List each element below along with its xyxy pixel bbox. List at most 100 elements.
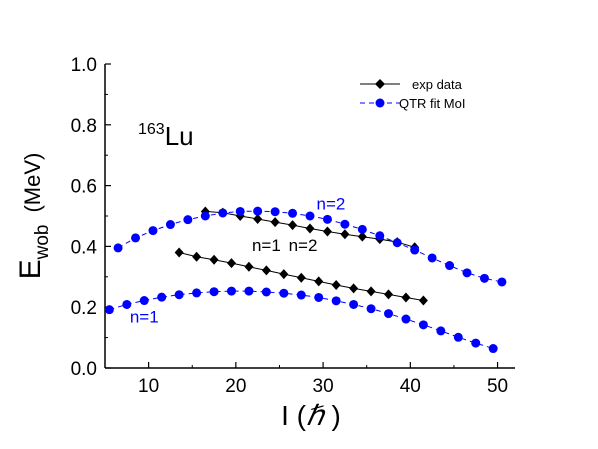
data-point — [226, 258, 236, 269]
data-point — [192, 288, 202, 298]
data-point — [418, 320, 428, 330]
x-tick-label: 40 — [400, 376, 421, 397]
data-point — [279, 269, 289, 280]
y-axis-title-main: E — [14, 259, 47, 279]
ticks: 10 20 30 40 50 0.0 0.2 0.4 0.6 0.8 1.0 — [71, 55, 509, 397]
data-point — [296, 290, 306, 300]
y-axis-title-sub: wob — [32, 225, 53, 261]
data-point — [453, 332, 463, 342]
y-tick-label: 0.4 — [71, 237, 98, 258]
annotation-label: n=1 — [130, 307, 159, 326]
data-point — [174, 290, 184, 300]
data-point — [279, 288, 289, 298]
data-point — [322, 214, 332, 224]
annotations: n=1 n=2 n=2 n=1 — [130, 194, 346, 326]
data-point — [349, 283, 359, 294]
data-point — [209, 254, 219, 265]
data-point — [165, 220, 175, 230]
data-point — [471, 338, 481, 348]
data-point — [218, 208, 228, 218]
data-point — [183, 215, 193, 225]
data-point — [305, 211, 315, 221]
legend-exp-marker — [375, 79, 385, 89]
nucleus-symbol: Lu — [165, 121, 194, 151]
legend: exp data QTR fit MoI — [360, 77, 465, 111]
data-point — [244, 286, 254, 296]
data-point — [296, 272, 306, 283]
y-tick-label: 1.0 — [71, 55, 97, 76]
series-line-1-0 — [109, 290, 494, 349]
data-point — [261, 287, 271, 297]
data-point — [349, 299, 359, 309]
data-point — [104, 305, 114, 315]
data-point — [384, 289, 394, 300]
y-tick-label: 0.8 — [71, 116, 97, 137]
data-point — [488, 344, 498, 354]
data-point — [384, 309, 394, 319]
data-point — [157, 292, 167, 302]
x-axis-title-hbar: ℏ — [306, 400, 326, 431]
x-tick-label: 20 — [225, 376, 246, 397]
y-tick-label: 0.6 — [71, 177, 97, 198]
data-point — [340, 229, 350, 240]
data-point — [462, 268, 472, 278]
data-point — [418, 295, 428, 306]
nucleus-mass: 163 — [138, 121, 165, 138]
data-point — [305, 223, 315, 234]
data-point — [357, 224, 367, 234]
data-point — [244, 261, 254, 272]
data-point — [375, 231, 385, 241]
x-axis-title-main: I ( — [281, 400, 307, 431]
data-point — [253, 214, 263, 225]
data-point — [497, 277, 507, 287]
data-point — [200, 211, 210, 221]
x-axis-title-close: ) — [324, 400, 341, 431]
x-tick-label: 10 — [138, 376, 159, 397]
data-point — [253, 206, 263, 216]
legend-exp-label: exp data — [412, 77, 463, 92]
data-point — [366, 286, 376, 297]
data-point — [261, 265, 271, 276]
data-point — [122, 299, 132, 309]
y-tick-label: 0.2 — [71, 298, 97, 319]
data-point — [366, 304, 376, 314]
data-point — [270, 217, 280, 228]
nucleus-label: 163Lu — [138, 121, 194, 151]
y-axis-title-unit: (MeV) — [20, 153, 45, 213]
data-point — [209, 287, 219, 297]
data-point — [340, 219, 350, 229]
data-point — [226, 286, 236, 296]
data-point — [288, 208, 298, 218]
data-point — [174, 247, 184, 258]
x-axis-title: I (ℏ ) — [281, 400, 341, 431]
data-point — [139, 296, 149, 306]
legend-qtr-label: QTR fit MoI — [399, 96, 465, 111]
data-point — [401, 314, 411, 324]
annotation-label: n=1 — [252, 236, 281, 255]
y-tick-label: 0.0 — [71, 359, 97, 380]
data-point — [427, 253, 437, 263]
data-point — [270, 207, 280, 217]
legend-qtr-marker — [375, 98, 385, 108]
data-point — [445, 261, 455, 271]
x-tick-label: 30 — [313, 376, 334, 397]
data-point — [148, 226, 158, 236]
data-point — [314, 292, 324, 302]
series-markers — [104, 206, 507, 354]
data-point — [314, 276, 324, 287]
data-point — [410, 245, 420, 255]
data-point — [331, 296, 341, 306]
data-point — [235, 206, 245, 216]
data-point — [392, 238, 402, 248]
x-tick-label: 50 — [487, 376, 508, 397]
y-axis-title: Ewob (MeV) — [14, 153, 53, 280]
data-point — [479, 273, 489, 283]
data-point — [357, 231, 367, 242]
data-point — [131, 233, 141, 243]
annotation-label: n=2 — [317, 194, 346, 213]
annotation-label: n=2 — [289, 236, 318, 255]
data-point — [436, 326, 446, 336]
data-point — [331, 280, 341, 291]
data-point — [113, 243, 123, 253]
